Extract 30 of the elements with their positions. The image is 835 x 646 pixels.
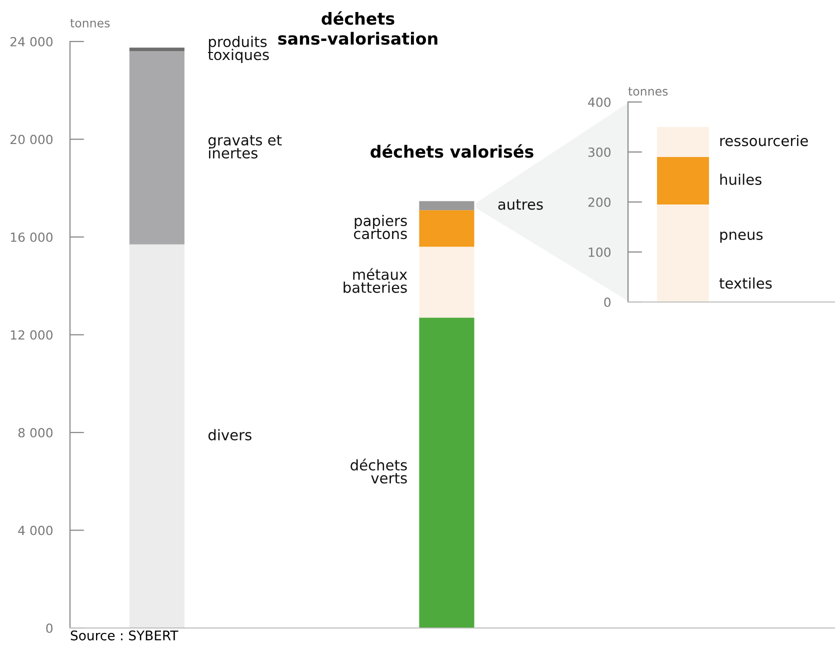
series-label: déchets verts [350,458,407,484]
series-label: autres [498,199,543,210]
series-label: métaux batteries [344,268,408,293]
y-tick-label: 0 [46,623,53,633]
series-label: huiles [720,174,762,185]
series-label: produits toxiques [208,36,269,63]
bar [657,157,709,204]
y-tick-label: 4 000 [18,526,53,536]
annotation: déchets sans-valorisation [278,11,438,45]
y-tick-label: 400 [588,97,611,107]
y-tick-label: 0 [604,297,611,307]
y-tick-label: 12 000 [10,330,53,340]
y-tick-label: 16 000 [10,232,53,242]
series-label: textiles [719,277,772,289]
y-tick-label: 300 [588,147,611,157]
y-tick-label: 200 [588,197,611,207]
series-label: ressourcerie [720,134,808,146]
y-tick-label: 100 [588,247,611,257]
y-tick-label: 24 000 [10,36,53,46]
y-tick-label: 20 000 [10,134,53,144]
y-axis-title: tonnes [628,87,668,96]
source-note: Source : SYBERT [70,630,178,640]
series-label: pneus [720,232,763,243]
annotation: déchets valorisés [370,144,534,158]
y-tick-label: 8 000 [18,428,53,438]
series-label: gravats et inertes [208,135,282,159]
y-axis-title: tonnes [70,19,110,28]
series-label: papiers cartons [354,214,407,240]
bar [657,127,709,157]
series-label: divers [208,429,252,440]
